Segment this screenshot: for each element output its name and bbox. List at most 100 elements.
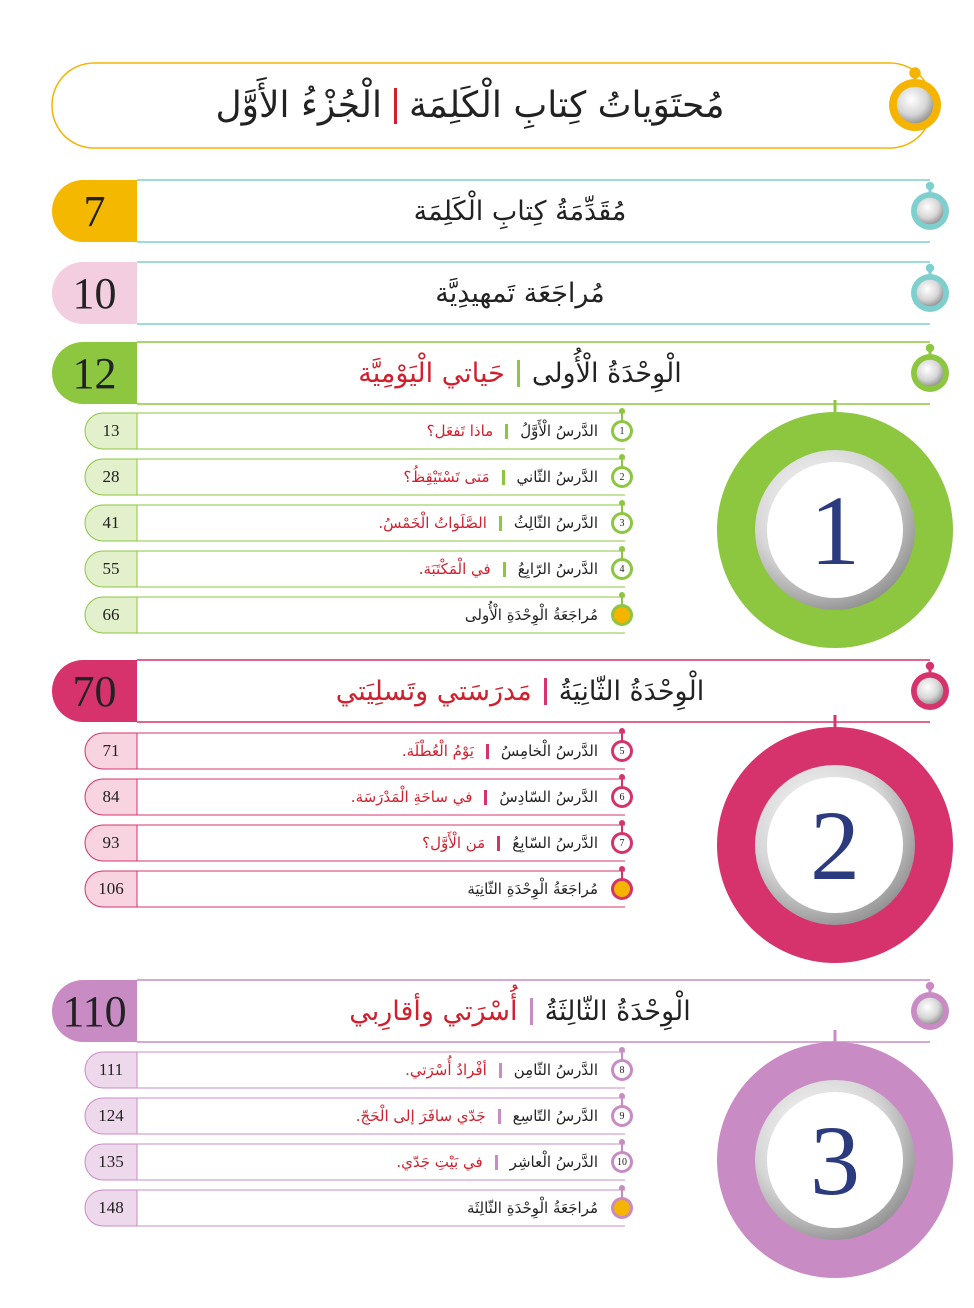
lesson-bullet-inner (614, 561, 630, 577)
lesson-label: الدَّرسُ السّادِسُ في ساحَةِ الْمَدْرَسَة… (150, 779, 598, 815)
page-number: 110 (62, 986, 127, 1036)
lesson-number: 3 (619, 517, 625, 529)
lesson-bullet-inner (614, 789, 630, 805)
separator (516, 359, 520, 387)
big-inner (767, 777, 903, 913)
bullet-dot (925, 181, 935, 191)
lesson-title: ماذا تَفعَل؟ (426, 422, 494, 440)
page-number: 124 (98, 1106, 124, 1125)
page-number: 13 (102, 421, 120, 440)
lesson-bullet-inner (614, 469, 630, 485)
page-tab (52, 660, 137, 722)
title-main: مُحتَوَياتُ كِتابِ الْكَلِمَة (409, 85, 725, 126)
separator (394, 87, 398, 124)
lesson-name: الدَّرسُ الْأَوَّلُ (520, 422, 598, 440)
lesson-number: 10 (617, 1156, 627, 1168)
lesson-number: 7 (619, 837, 625, 849)
lesson-bullet-inner (614, 515, 630, 531)
bullet-dot (619, 866, 625, 872)
lesson-number: 1 (619, 425, 625, 437)
page-number: 84 (102, 787, 120, 806)
row-bullet-inner (916, 359, 944, 387)
lesson-title: أفْرادُ أُسْرَتي. (405, 1061, 487, 1079)
page-tab (84, 732, 138, 770)
page-number: 7 (83, 186, 106, 236)
lesson-bullet-inner (614, 743, 630, 759)
bullet-dot (619, 1093, 625, 1099)
title-bullet-inner (896, 86, 934, 124)
big-inner (767, 462, 903, 598)
page-number: 55 (102, 559, 120, 578)
page-number: 93 (102, 833, 120, 852)
page-number: 41 (102, 513, 120, 532)
row-label: مُراجَعَة تَمهيدِيَّة (150, 262, 890, 324)
lesson-label: الدَّرسُ الْخامِسُ يَوْمُ الْعُطْلَة. (150, 733, 598, 769)
separator (485, 743, 489, 759)
lesson-title: في ساحَةِ الْمَدْرَسَة. (350, 788, 473, 806)
lesson-label: مُراجَعَةُ الْوِحْدَةِ الثّانِيَة (150, 871, 598, 907)
bullet-dot (619, 546, 625, 552)
lesson-name: الدَّرسُ الرّابِعُ (517, 560, 598, 578)
separator (501, 469, 505, 485)
separator (502, 561, 506, 577)
unit-name: الْوِحْدَةُ الثّانِيَةُ (558, 675, 705, 707)
row-label: مُقَدِّمَةُ كِتابِ الْكَلِمَة (150, 180, 890, 242)
lesson-bullet-inner (614, 881, 630, 897)
bullet-dot (619, 500, 625, 506)
lesson-title: في بَيْتِ جَدّي. (396, 1153, 483, 1171)
page-number: 135 (98, 1152, 124, 1171)
bullet-dot (619, 408, 625, 414)
big-inner (767, 1092, 903, 1228)
row-bullet-inner (916, 997, 944, 1025)
lesson-number: 4 (619, 563, 625, 575)
review-label: مُراجَعَةُ الْوِحْدَةِ الثّانِيَة (467, 880, 598, 898)
lesson-title: يَوْمُ الْعُطْلَة. (401, 742, 474, 760)
page-tab (52, 980, 137, 1042)
lesson-name: الدَّرسُ الْخامِسُ (500, 742, 598, 760)
separator (484, 789, 488, 805)
page-tab (84, 870, 138, 908)
page-number: 12 (72, 348, 117, 398)
separator (505, 423, 509, 439)
lesson-name: الدَّرسُ الْعاشِر (509, 1153, 598, 1171)
lesson-number: 9 (619, 1110, 625, 1122)
separator (497, 1108, 501, 1124)
review-label: مُراجَعَةُ الْوِحْدَةِ الثّالِثَة (466, 1199, 598, 1217)
lesson-name: الدَّرسُ التّاسِع (512, 1107, 598, 1125)
bullet-dot (619, 1139, 625, 1145)
intro-label: مُقَدِّمَةُ كِتابِ الْكَلِمَة (413, 195, 627, 227)
page-number: 111 (98, 1060, 124, 1079)
bullet-dot (925, 981, 935, 991)
lesson-bullet-inner (614, 1200, 630, 1216)
separator (498, 515, 502, 531)
page-number: 66 (102, 605, 120, 624)
lesson-number: 5 (619, 745, 625, 757)
lesson-number: 2 (619, 471, 625, 483)
bullet-dot (925, 263, 935, 273)
page-number: 71 (102, 741, 120, 760)
unit-number: 1 (810, 474, 860, 586)
lesson-title: الصَّلَواتُ الْخَمْسُ. (378, 514, 487, 532)
page-tab (52, 262, 137, 324)
row-bullet-inner (916, 197, 944, 225)
page-number: 10 (72, 268, 117, 318)
lesson-name: الدَّرسُ السّادِسُ (499, 788, 598, 806)
row-bullet-inner (916, 677, 944, 705)
unit-name: الْوِحْدَةُ الْأُولى (531, 357, 682, 389)
lesson-label: الدَّرسُ السّابِعُ مَن الْأَوَّل؟ (150, 825, 598, 861)
lesson-label: الدَّرسُ الثّاني مَتى تَسْتَيْقِظُ؟ (150, 459, 598, 495)
lesson-label: الدَّرسُ الْأَوَّلُ ماذا تَفعَل؟ (150, 413, 598, 449)
lesson-bullet-inner (614, 423, 630, 439)
lesson-bullet-inner (614, 607, 630, 623)
bullet-dot (619, 592, 625, 598)
row-label: الْوِحْدَةُ الثّالِثَةُ أُسْرَتي وأقارِبي (150, 980, 890, 1042)
review-label: مُراجَعَة تَمهيدِيَّة (435, 277, 605, 309)
page-tab (84, 1143, 138, 1181)
page-tab (84, 504, 138, 542)
lesson-bullet-inner (614, 1108, 630, 1124)
separator (498, 1062, 502, 1078)
unit-name: الْوِحْدَةُ الثّالِثَةُ (544, 995, 691, 1027)
lesson-bullet-inner (614, 835, 630, 851)
page-number: 148 (98, 1198, 124, 1217)
